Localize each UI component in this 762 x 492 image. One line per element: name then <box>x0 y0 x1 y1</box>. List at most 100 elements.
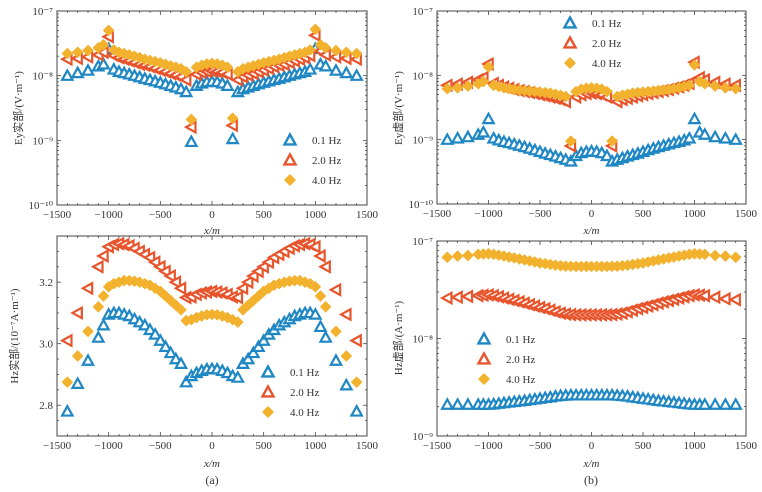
data-point <box>349 68 364 81</box>
data-point <box>225 131 240 145</box>
series-0_1Hz <box>440 111 743 167</box>
data-point <box>173 281 187 296</box>
panel-label-b: (b) <box>584 473 598 487</box>
data-point <box>91 330 106 343</box>
data-point <box>179 374 194 388</box>
legend-label: 2.0 Hz <box>506 354 535 366</box>
data-point <box>683 79 695 91</box>
data-point <box>697 288 711 303</box>
data-point <box>440 397 455 410</box>
data-point <box>441 83 453 95</box>
data-point <box>82 325 94 337</box>
data-point <box>307 239 321 254</box>
x-tick-label: −1000 <box>474 208 503 220</box>
x-tick-label: 0 <box>209 209 215 221</box>
data-point <box>309 281 321 293</box>
x-tick-label: −1500 <box>43 440 72 452</box>
data-point <box>72 46 84 58</box>
data-point <box>717 291 731 306</box>
legend: 0.1 Hz 2.0 Hz 4.0 Hz <box>260 364 319 419</box>
data-point <box>96 248 109 264</box>
legend-label: 2.0 Hz <box>290 387 319 399</box>
data-point <box>153 333 168 346</box>
data-point <box>477 76 489 88</box>
data-point <box>688 59 701 71</box>
data-point <box>328 353 344 366</box>
y-tick-label: 10⁻⁷ <box>32 6 53 18</box>
series-4_0Hz <box>441 59 742 147</box>
data-point <box>439 290 453 306</box>
data-point <box>256 333 271 346</box>
x-tick-label: −500 <box>149 440 172 452</box>
data-point <box>163 268 176 284</box>
data-point <box>303 61 318 75</box>
data-point <box>70 65 85 79</box>
series-0_1Hz <box>60 41 364 148</box>
data-point <box>328 63 344 76</box>
data-point <box>601 85 613 98</box>
data-point <box>719 250 731 262</box>
y-axis-label: Ey虚部/(V·m⁻¹) <box>391 71 405 145</box>
data-point <box>452 250 464 262</box>
data-point <box>718 130 733 144</box>
data-point <box>61 47 73 60</box>
x-axis-label: x/m <box>203 458 220 470</box>
y-axis-label: Hz虚部/(A·m⁻¹) <box>391 300 405 375</box>
data-point <box>476 124 491 138</box>
panel-ey-imag: −1500 −1000 −500 0 500 1000 1500 10⁻¹⁰ 10⁻⁹ 10⁻⁸ 1… <box>391 6 758 237</box>
x-tick-label: −500 <box>529 208 552 220</box>
data-point <box>80 281 94 296</box>
data-point <box>708 129 723 143</box>
data-point <box>92 301 104 313</box>
data-point <box>70 305 83 320</box>
x-tick-label: −500 <box>149 209 172 221</box>
data-point <box>728 132 743 145</box>
data-point <box>318 259 331 274</box>
legend-label: 0.1 Hz <box>312 135 341 147</box>
legend-marker <box>564 57 576 69</box>
data-point <box>565 135 577 147</box>
series-4_0Hz <box>441 248 742 273</box>
x-tick-label: −1000 <box>95 440 124 452</box>
data-point <box>462 249 474 262</box>
x-tick-label: 500 <box>255 440 272 452</box>
legend-marker <box>260 384 276 398</box>
data-point <box>60 403 75 417</box>
data-point <box>606 135 618 147</box>
data-point <box>97 290 110 302</box>
data-point <box>59 333 73 348</box>
y-tick-label: 10⁻⁹ <box>412 135 433 147</box>
data-point <box>330 325 342 337</box>
x-tick-label: 500 <box>635 208 652 220</box>
data-point <box>61 376 73 388</box>
data-point <box>730 251 742 263</box>
data-point <box>730 83 742 95</box>
y-tick-label: 10⁻⁸ <box>32 71 53 83</box>
data-point <box>340 46 352 58</box>
x-tick-label: 1000 <box>684 440 707 452</box>
legend-label: 0.1 Hz <box>506 334 535 346</box>
data-point <box>682 130 697 144</box>
legend-marker <box>260 364 276 378</box>
data-point <box>351 47 363 60</box>
x-tick-label: 1500 <box>735 440 758 452</box>
y-tick-label: 10⁻¹⁰ <box>408 199 433 211</box>
legend-marker <box>478 373 490 385</box>
data-point <box>699 248 711 260</box>
data-point <box>80 63 96 76</box>
data-point <box>460 397 475 410</box>
x-axis-label: x/m <box>203 225 220 237</box>
data-point <box>441 251 453 263</box>
x-tick-label: 1500 <box>356 440 379 452</box>
data-point <box>351 376 363 388</box>
data-point <box>97 39 110 51</box>
data-point <box>227 112 239 124</box>
data-point <box>450 130 465 144</box>
data-point <box>320 301 332 313</box>
data-point <box>697 127 712 140</box>
data-point <box>179 84 194 98</box>
data-point <box>452 82 464 94</box>
data-point <box>103 24 115 37</box>
data-point <box>450 397 465 410</box>
y-tick-label: 3.0 <box>39 339 53 351</box>
